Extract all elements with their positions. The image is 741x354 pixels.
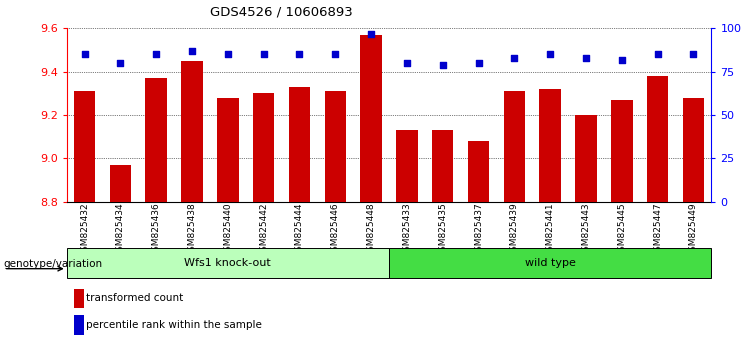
Point xyxy=(329,52,341,57)
Text: GDS4526 / 10606893: GDS4526 / 10606893 xyxy=(210,5,353,18)
Text: GSM825447: GSM825447 xyxy=(653,203,662,257)
Text: GSM825448: GSM825448 xyxy=(367,203,376,257)
Bar xyxy=(325,91,346,202)
Bar xyxy=(432,130,453,202)
Point xyxy=(114,60,126,66)
Point xyxy=(652,52,664,57)
Text: GSM825435: GSM825435 xyxy=(438,203,448,257)
Bar xyxy=(468,141,489,202)
Text: genotype/variation: genotype/variation xyxy=(4,259,103,269)
Point xyxy=(580,55,592,61)
Text: GSM825432: GSM825432 xyxy=(80,203,89,257)
Bar xyxy=(145,78,167,202)
Bar xyxy=(67,248,389,278)
Point xyxy=(437,62,449,68)
Text: GSM825441: GSM825441 xyxy=(545,203,555,257)
Point xyxy=(222,52,234,57)
Point xyxy=(508,55,520,61)
Text: transformed count: transformed count xyxy=(86,293,183,303)
Bar xyxy=(289,87,310,202)
Text: GSM825433: GSM825433 xyxy=(402,203,411,257)
Bar xyxy=(575,115,597,202)
Text: GSM825443: GSM825443 xyxy=(582,203,591,257)
Text: GSM825444: GSM825444 xyxy=(295,203,304,257)
Text: GSM825434: GSM825434 xyxy=(116,203,125,257)
Bar xyxy=(611,100,633,202)
Bar xyxy=(74,91,96,202)
Point xyxy=(545,52,556,57)
Bar xyxy=(253,93,274,202)
Point xyxy=(688,52,700,57)
Text: GSM825439: GSM825439 xyxy=(510,203,519,257)
Bar xyxy=(182,61,203,202)
Bar xyxy=(396,130,418,202)
Text: GSM825440: GSM825440 xyxy=(223,203,233,257)
Text: percentile rank within the sample: percentile rank within the sample xyxy=(86,320,262,330)
Point xyxy=(258,52,270,57)
Bar xyxy=(110,165,131,202)
Text: GSM825437: GSM825437 xyxy=(474,203,483,257)
Point xyxy=(616,57,628,62)
Point xyxy=(186,48,198,54)
Bar xyxy=(682,98,704,202)
Text: GSM825442: GSM825442 xyxy=(259,203,268,257)
Bar xyxy=(647,76,668,202)
Text: GSM825436: GSM825436 xyxy=(152,203,161,257)
Point xyxy=(150,52,162,57)
Text: GSM825445: GSM825445 xyxy=(617,203,626,257)
Point xyxy=(473,60,485,66)
Point xyxy=(401,60,413,66)
Bar xyxy=(217,98,239,202)
Text: GSM825438: GSM825438 xyxy=(187,203,196,257)
Point xyxy=(293,52,305,57)
Bar xyxy=(389,248,711,278)
Point xyxy=(365,31,377,36)
Text: Wfs1 knock-out: Wfs1 knock-out xyxy=(185,258,271,268)
Text: GSM825446: GSM825446 xyxy=(330,203,340,257)
Bar xyxy=(360,35,382,202)
Text: wild type: wild type xyxy=(525,258,576,268)
Text: GSM825449: GSM825449 xyxy=(689,203,698,257)
Bar xyxy=(539,89,561,202)
Bar xyxy=(504,91,525,202)
Point xyxy=(79,52,90,57)
